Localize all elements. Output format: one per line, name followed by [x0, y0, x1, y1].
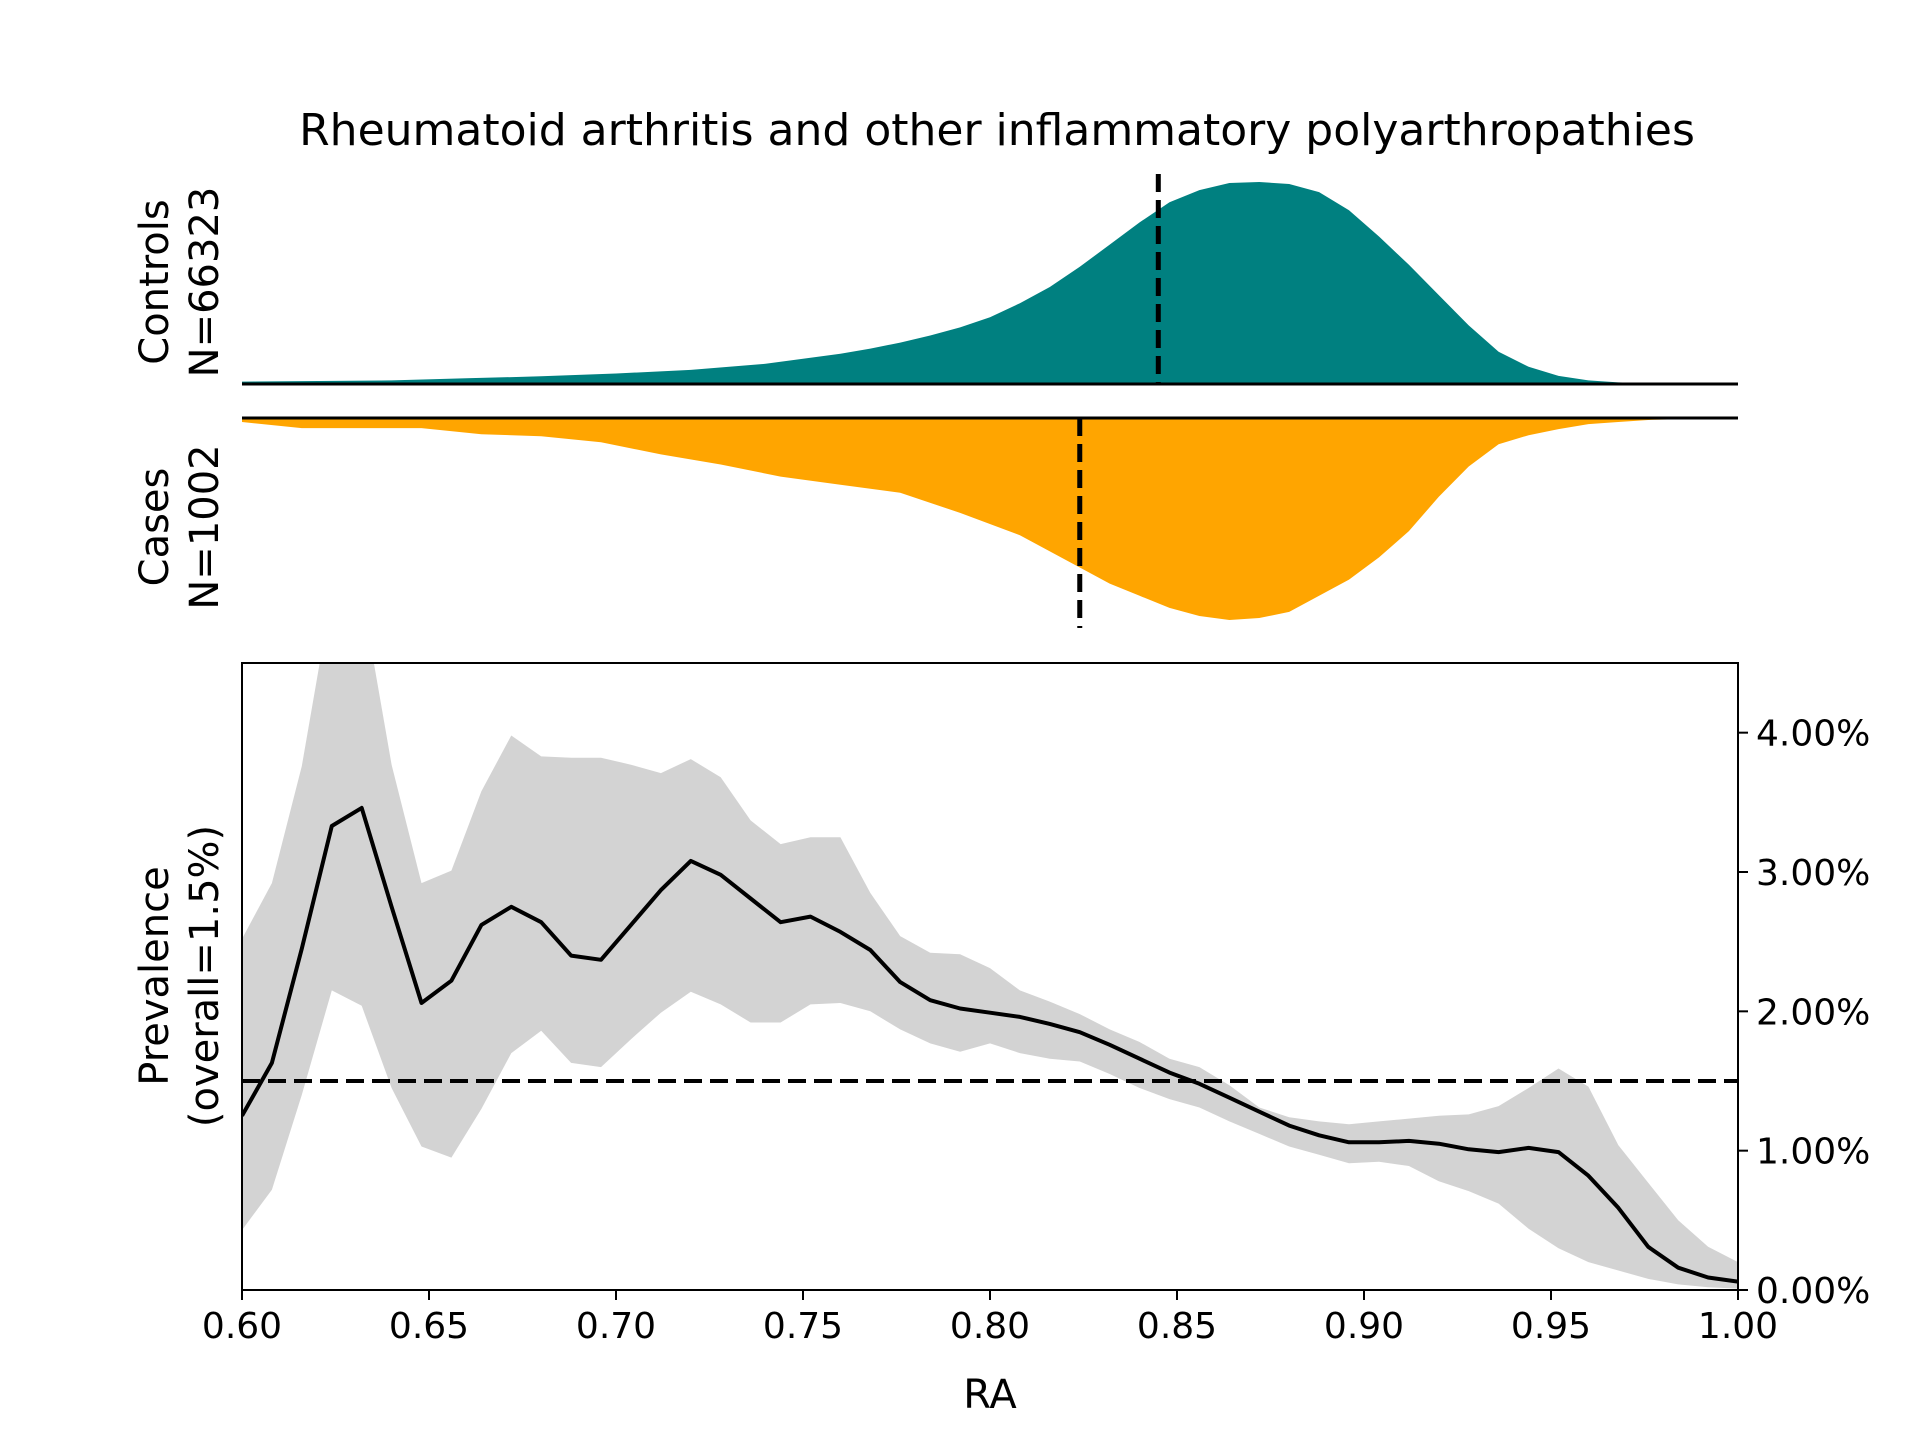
- prevalence-ylabel-overall: (overall=1.5%): [182, 825, 228, 1127]
- x-tick-label: 0.90: [1324, 1306, 1404, 1347]
- controls-density-area: [242, 182, 1738, 384]
- chart-title: Rheumatoid arthritis and other inflammat…: [299, 105, 1695, 156]
- y-tick-label: 2.00%: [1756, 992, 1870, 1033]
- x-axis-label: RA: [963, 1372, 1017, 1418]
- y-tick-label: 3.00%: [1756, 853, 1870, 894]
- confidence-band: [242, 663, 1738, 1289]
- prevalence-ylabel: Prevalence: [132, 866, 178, 1085]
- x-tick-label: 0.80: [950, 1306, 1030, 1347]
- x-tick-label: 1.00: [1698, 1306, 1778, 1347]
- x-tick-label: 0.95: [1511, 1306, 1591, 1347]
- controls-label: Controls: [132, 199, 178, 364]
- y-tick-label: 0.00%: [1756, 1271, 1870, 1312]
- x-tick-label: 0.85: [1137, 1306, 1217, 1347]
- cases-label: Cases: [132, 468, 178, 587]
- x-axis-ticks: 0.60 0.65 0.70 0.75 0.80 0.85 0.90 0.95 1.00: [202, 1290, 1778, 1347]
- x-tick-label: 0.75: [763, 1306, 843, 1347]
- x-tick-label: 0.60: [202, 1306, 282, 1347]
- y-axis-ticks: 0.00% 1.00% 2.00% 3.00% 4.00%: [1738, 714, 1870, 1312]
- controls-density-panel: [242, 174, 1738, 386]
- x-tick-label: 0.65: [389, 1306, 469, 1347]
- prevalence-plot-area: [242, 663, 1738, 1289]
- cases-density-panel: [242, 416, 1738, 628]
- x-tick-label: 0.70: [576, 1306, 656, 1347]
- controls-count-label: N=66323: [182, 187, 228, 378]
- y-tick-label: 4.00%: [1756, 714, 1870, 755]
- cases-density-area: [242, 418, 1738, 620]
- prevalence-line: [242, 805, 1738, 1284]
- cases-count-label: N=1002: [182, 444, 228, 609]
- prevalence-panel: [241, 662, 1739, 1291]
- y-tick-label: 1.00%: [1756, 1132, 1870, 1173]
